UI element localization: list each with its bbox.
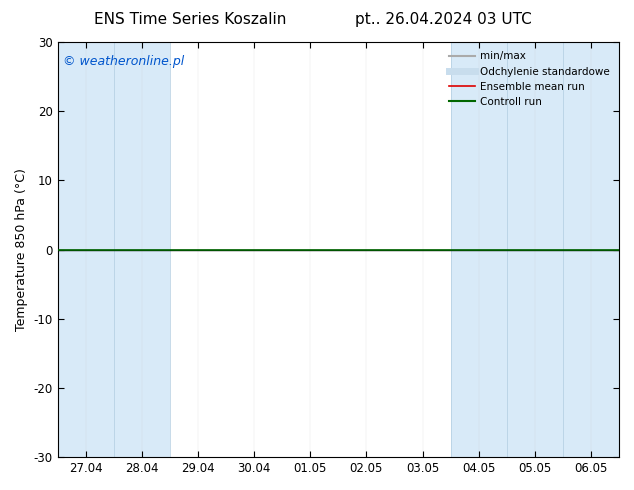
Legend: min/max, Odchylenie standardowe, Ensemble mean run, Controll run: min/max, Odchylenie standardowe, Ensembl… — [444, 47, 614, 111]
Bar — [451, 42, 507, 457]
Bar — [58, 42, 113, 457]
Text: © weatheronline.pl: © weatheronline.pl — [63, 54, 184, 68]
Y-axis label: Temperature 850 hPa (°C): Temperature 850 hPa (°C) — [15, 168, 28, 331]
Bar — [507, 42, 563, 457]
Text: ENS Time Series Koszalin: ENS Time Series Koszalin — [94, 12, 287, 27]
Bar — [563, 42, 619, 457]
Bar — [113, 42, 170, 457]
Text: pt.. 26.04.2024 03 UTC: pt.. 26.04.2024 03 UTC — [356, 12, 532, 27]
